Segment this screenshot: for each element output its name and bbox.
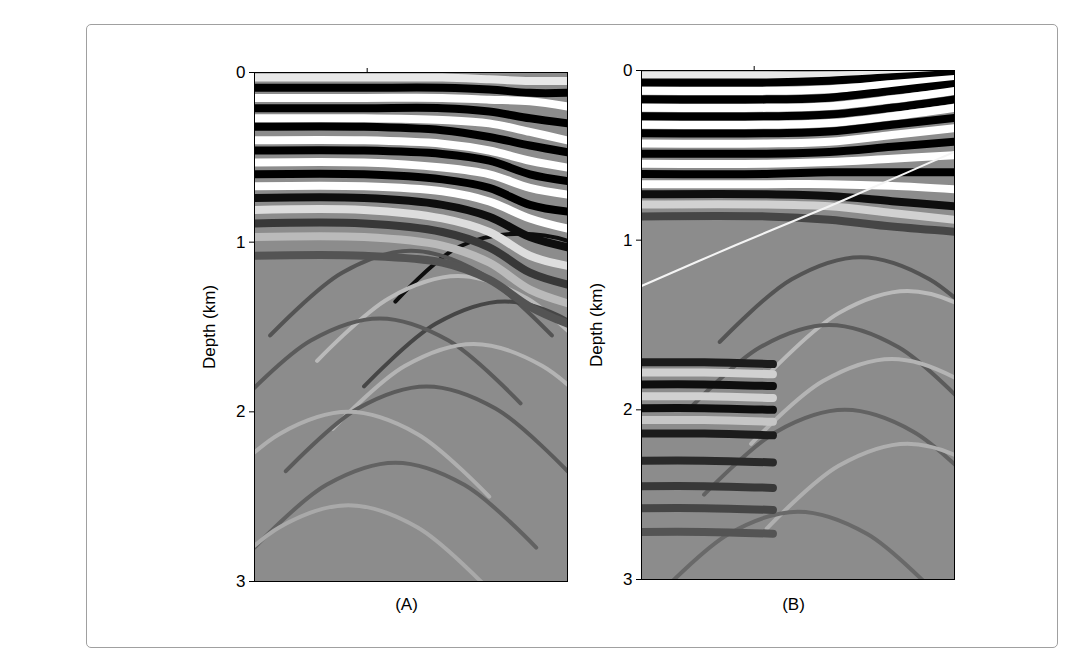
svg-text:Depth (km): Depth (km) xyxy=(587,283,606,367)
svg-text:2: 2 xyxy=(236,402,245,421)
svg-text:2: 2 xyxy=(623,400,632,419)
svg-text:Depth (km): Depth (km) xyxy=(200,285,219,369)
svg-text:0: 0 xyxy=(623,61,632,80)
svg-text:1: 1 xyxy=(236,233,245,252)
svg-text:0: 0 xyxy=(236,63,245,82)
svg-text:3: 3 xyxy=(623,570,632,589)
svg-text:1: 1 xyxy=(623,231,632,250)
svg-text:3: 3 xyxy=(236,572,245,591)
html-text:(B): (B) xyxy=(782,595,805,614)
html-text:(A): (A) xyxy=(395,595,418,614)
